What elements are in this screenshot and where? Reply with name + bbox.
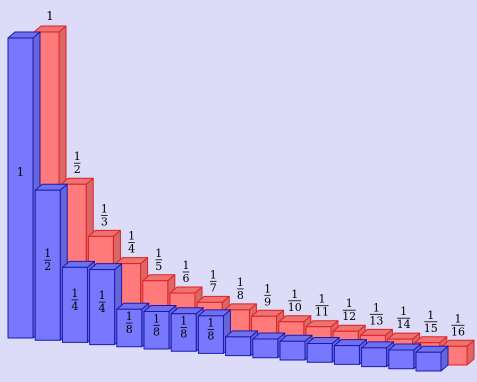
red-bar-label-numerator: 1 bbox=[155, 247, 162, 260]
blue-bar-label-numerator: 1 bbox=[99, 289, 106, 302]
red-bar-label-numerator: 1 bbox=[264, 282, 271, 295]
blue-bar-front bbox=[116, 308, 143, 348]
blue-bar-front bbox=[333, 345, 360, 365]
red-bar-label: 116 bbox=[451, 312, 465, 338]
blue-bar-label-denominator: 8 bbox=[126, 323, 133, 336]
blue-bar bbox=[225, 330, 259, 357]
blue-bar-front bbox=[89, 269, 116, 346]
red-bar-label-denominator: 6 bbox=[183, 272, 190, 285]
red-bar-label-numerator: 1 bbox=[183, 259, 190, 272]
blue-bar-label: 14 bbox=[99, 289, 106, 315]
blue-bar bbox=[361, 341, 395, 368]
blue-bar-label: 18 bbox=[207, 317, 214, 343]
blue-bar-label-denominator: 8 bbox=[180, 327, 187, 340]
red-bar-label: 113 bbox=[369, 301, 383, 327]
red-bar-label-denominator: 7 bbox=[210, 281, 217, 294]
red-bar-label-numerator: 1 bbox=[346, 297, 353, 310]
blue-bar-front bbox=[7, 37, 34, 339]
blue-bar-label-denominator: 8 bbox=[153, 325, 160, 338]
blue-bar-label-denominator: 4 bbox=[71, 300, 78, 313]
red-bar-label: 17 bbox=[210, 268, 217, 294]
blue-bar-label: 1 bbox=[17, 165, 25, 179]
red-bar-label-denominator: 2 bbox=[74, 163, 81, 176]
blue-bar-front bbox=[61, 266, 88, 343]
red-bar-label-numerator: 1 bbox=[101, 202, 108, 215]
red-bar-label-denominator: 11 bbox=[315, 306, 329, 319]
blue-bar-front bbox=[197, 315, 224, 354]
blue-bar-front bbox=[306, 342, 333, 363]
blue-bar-label-numerator: 1 bbox=[180, 314, 187, 327]
blue-bar-front bbox=[225, 336, 252, 357]
blue-series bbox=[7, 31, 449, 372]
blue-bar-label-numerator: 1 bbox=[71, 287, 78, 300]
blue-bar-front bbox=[388, 349, 415, 370]
red-bar-label-numerator: 1 bbox=[210, 268, 217, 281]
red-bar-label-text: 1 bbox=[46, 9, 54, 23]
red-bar-label: 115 bbox=[424, 309, 438, 335]
red-bar-label: 15 bbox=[155, 247, 162, 273]
blue-bar-label-denominator: 2 bbox=[44, 260, 51, 273]
red-bar-label-numerator: 1 bbox=[373, 301, 380, 314]
blue-bar bbox=[415, 345, 449, 372]
red-bar-label-numerator: 1 bbox=[319, 293, 326, 306]
blue-bar-front bbox=[143, 311, 170, 350]
blue-bar-label: 18 bbox=[153, 312, 160, 338]
blue-bar-front bbox=[34, 189, 61, 341]
red-bar-label-numerator: 1 bbox=[128, 230, 135, 243]
red-bar-label: 12 bbox=[74, 150, 81, 176]
red-bar-label-numerator: 1 bbox=[237, 276, 244, 289]
blue-bar-label: 18 bbox=[126, 310, 133, 336]
red-bar-label: 19 bbox=[264, 282, 271, 308]
red-bar-label: 18 bbox=[237, 276, 244, 302]
blue-bar-front bbox=[361, 347, 388, 368]
red-bar-label-numerator: 1 bbox=[400, 305, 407, 318]
red-bar-label: 111 bbox=[315, 293, 329, 319]
blue-bar-label-denominator: 8 bbox=[207, 330, 214, 343]
red-bar-label-denominator: 5 bbox=[155, 260, 162, 273]
blue-bar-front bbox=[252, 338, 279, 359]
red-bar-label-denominator: 8 bbox=[237, 289, 244, 302]
blue-bar-label-denominator: 4 bbox=[99, 302, 106, 315]
blue-bar-front bbox=[279, 340, 306, 361]
red-bar-label: 114 bbox=[397, 305, 411, 331]
blue-bar-label-numerator: 1 bbox=[207, 317, 214, 330]
red-bar-label: 112 bbox=[342, 297, 356, 323]
blue-bar-label: 18 bbox=[180, 314, 187, 340]
red-bar-label-numerator: 1 bbox=[455, 312, 462, 325]
blue-bar-front bbox=[415, 351, 442, 372]
red-bar-label-numerator: 1 bbox=[74, 150, 81, 163]
blue-bar-label: 14 bbox=[71, 287, 78, 313]
red-bar-label-numerator: 1 bbox=[291, 288, 298, 301]
red-bar-label-denominator: 9 bbox=[264, 295, 271, 308]
blue-bar-front bbox=[170, 313, 197, 352]
red-bar-label: 14 bbox=[128, 230, 135, 256]
red-bar-label-denominator: 10 bbox=[288, 301, 302, 314]
blue-bar-label: 12 bbox=[44, 247, 51, 273]
red-bar-label-denominator: 4 bbox=[128, 243, 135, 256]
blue-bar-label-numerator: 1 bbox=[44, 247, 51, 260]
blue-bar-label-numerator: 1 bbox=[126, 310, 133, 323]
red-bar-label: 110 bbox=[288, 288, 302, 314]
red-bar-label-denominator: 12 bbox=[342, 310, 356, 323]
red-bar-label-denominator: 13 bbox=[369, 314, 383, 327]
red-bar-label-denominator: 3 bbox=[101, 215, 108, 228]
blue-bar-label-numerator: 1 bbox=[153, 312, 160, 325]
red-bar-label-denominator: 15 bbox=[424, 322, 438, 335]
red-bar-label-denominator: 14 bbox=[397, 318, 411, 331]
red-bar-label: 1 bbox=[46, 9, 54, 23]
red-bar-label: 13 bbox=[101, 202, 108, 228]
red-bar-label: 16 bbox=[183, 259, 190, 285]
red-bar-label-denominator: 16 bbox=[451, 325, 465, 338]
blue-bar-label-text: 1 bbox=[17, 165, 25, 179]
blue-bar bbox=[252, 332, 286, 359]
red-bar-label-numerator: 1 bbox=[427, 309, 434, 322]
blue-bar bbox=[279, 334, 313, 361]
